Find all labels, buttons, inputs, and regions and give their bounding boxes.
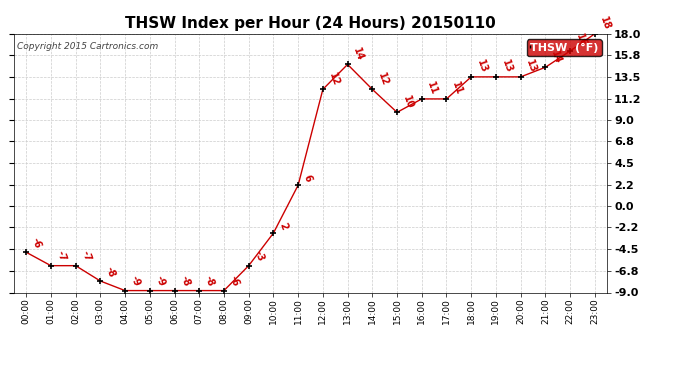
Text: -7: -7 xyxy=(79,250,92,263)
Text: 13: 13 xyxy=(475,58,489,75)
Text: 11: 11 xyxy=(426,80,440,96)
Text: -8: -8 xyxy=(203,274,216,288)
Legend: THSW  (°F): THSW (°F) xyxy=(526,39,602,56)
Text: 6: 6 xyxy=(302,173,313,183)
Text: -8: -8 xyxy=(104,265,117,279)
Text: 2: 2 xyxy=(277,221,289,231)
Text: -3: -3 xyxy=(253,250,266,263)
Text: 11: 11 xyxy=(450,80,464,96)
Text: -6: -6 xyxy=(228,274,241,288)
Text: -9: -9 xyxy=(129,274,142,288)
Text: 14: 14 xyxy=(351,46,365,62)
Text: 12: 12 xyxy=(376,71,390,87)
Text: 16: 16 xyxy=(574,33,588,49)
Text: 13: 13 xyxy=(524,58,538,75)
Text: 14: 14 xyxy=(549,49,563,65)
Text: Copyright 2015 Cartronics.com: Copyright 2015 Cartronics.com xyxy=(17,42,158,51)
Text: 13: 13 xyxy=(500,58,513,75)
Title: THSW Index per Hour (24 Hours) 20150110: THSW Index per Hour (24 Hours) 20150110 xyxy=(125,16,496,31)
Text: 18: 18 xyxy=(598,15,613,32)
Text: -7: -7 xyxy=(55,250,68,263)
Text: -6: -6 xyxy=(30,236,43,250)
Text: 12: 12 xyxy=(326,71,341,87)
Text: -8: -8 xyxy=(178,274,191,288)
Text: 10: 10 xyxy=(401,94,415,110)
Text: -9: -9 xyxy=(153,274,166,288)
